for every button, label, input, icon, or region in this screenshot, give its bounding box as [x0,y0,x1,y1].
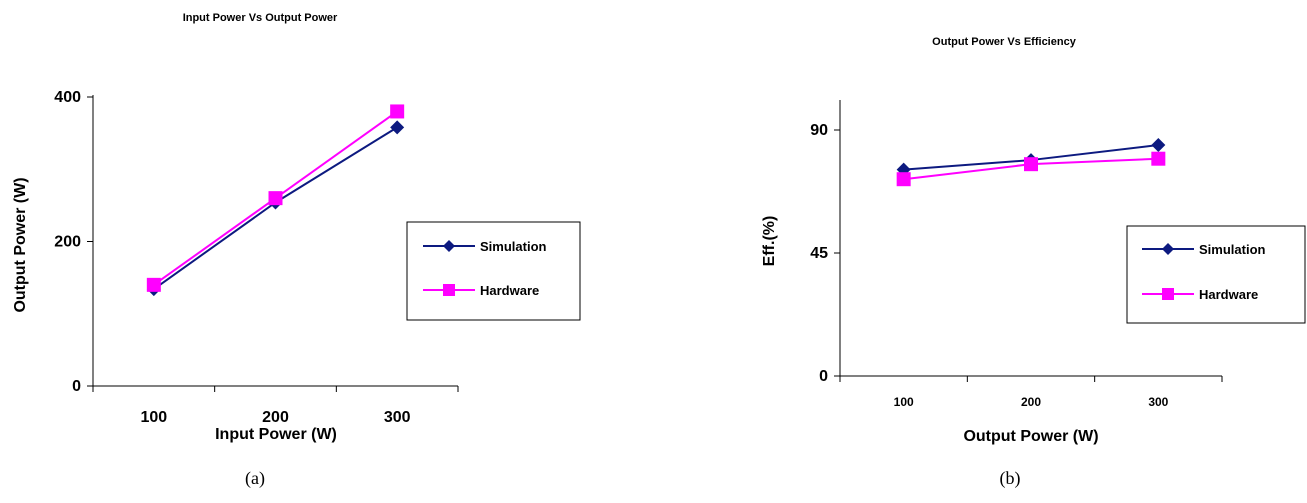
chart-b-x-ticks: 100 200 300 [839,376,1223,409]
chart-b-legend: Simulation Hardware [1126,225,1306,324]
chart-b-hardware-point [896,172,911,187]
chart-a-legend-sim-marker [443,240,455,252]
chart-b-legend-sim-label: Simulation [1199,242,1266,257]
chart-b-ytick-label: 45 [810,245,828,262]
chart-b-caption: (b) [1000,468,1021,489]
chart-a-hardware-point [146,277,161,292]
chart-b-legend-hw-marker [1162,288,1174,300]
chart-a-ylabel: Output Power (W) [12,177,29,312]
chart-b-legend-sim-marker [1162,243,1174,255]
chart-b: Output Power Vs Efficiency 0 45 90 100 200 3… [761,36,1306,489]
chart-a-legend: Simulation Hardware [406,221,581,321]
chart-a-simulation-point [390,120,405,135]
chart-b-xtick-label: 100 [894,395,914,409]
chart-a-xtick-label: 200 [262,409,289,426]
chart-b-ytick-label: 90 [810,122,828,139]
chart-a-hardware-point [390,104,405,119]
chart-a-x-ticks: 100 200 300 [92,386,459,426]
chart-a: Input Power Vs Output Power 0 200 400 100 2… [12,12,581,489]
chart-a-legend-hw-label: Hardware [480,283,539,298]
chart-a-xtick-label: 300 [384,409,411,426]
chart-a-caption: (a) [245,468,265,489]
chart-a-xtick-label: 100 [140,409,167,426]
chart-b-xtick-label: 300 [1148,395,1168,409]
chart-a-ytick-label: 200 [54,234,81,251]
chart-a-ytick-label: 0 [72,378,81,395]
chart-a-series [146,104,405,297]
chart-a-legend-sim-label: Simulation [480,239,547,254]
chart-b-simulation-point [1151,138,1166,153]
chart-a-hardware-point [268,191,283,206]
chart-b-hardware-point [1024,157,1038,172]
chart-b-y-ticks: 0 45 90 [810,122,840,385]
chart-b-xlabel: Output Power (W) [963,428,1098,445]
chart-b-legend-box [1126,225,1306,324]
chart-a-ytick-label: 400 [54,89,81,106]
chart-b-xtick-label: 200 [1021,395,1041,409]
chart-a-legend-box [406,221,581,321]
chart-a-y-ticks: 0 200 400 [54,89,93,395]
chart-b-legend-hw-label: Hardware [1199,287,1258,302]
chart-a-title: Input Power Vs Output Power [183,12,338,24]
chart-b-title: Output Power Vs Efficiency [932,36,1077,48]
chart-a-legend-hw-marker [443,284,455,296]
chart-b-hardware-point [1151,151,1166,166]
chart-b-ylabel: Eff.(%) [761,216,778,267]
chart-a-xlabel: Input Power (W) [215,426,337,443]
chart-b-series [896,138,1166,187]
chart-b-ytick-label: 0 [819,368,828,385]
